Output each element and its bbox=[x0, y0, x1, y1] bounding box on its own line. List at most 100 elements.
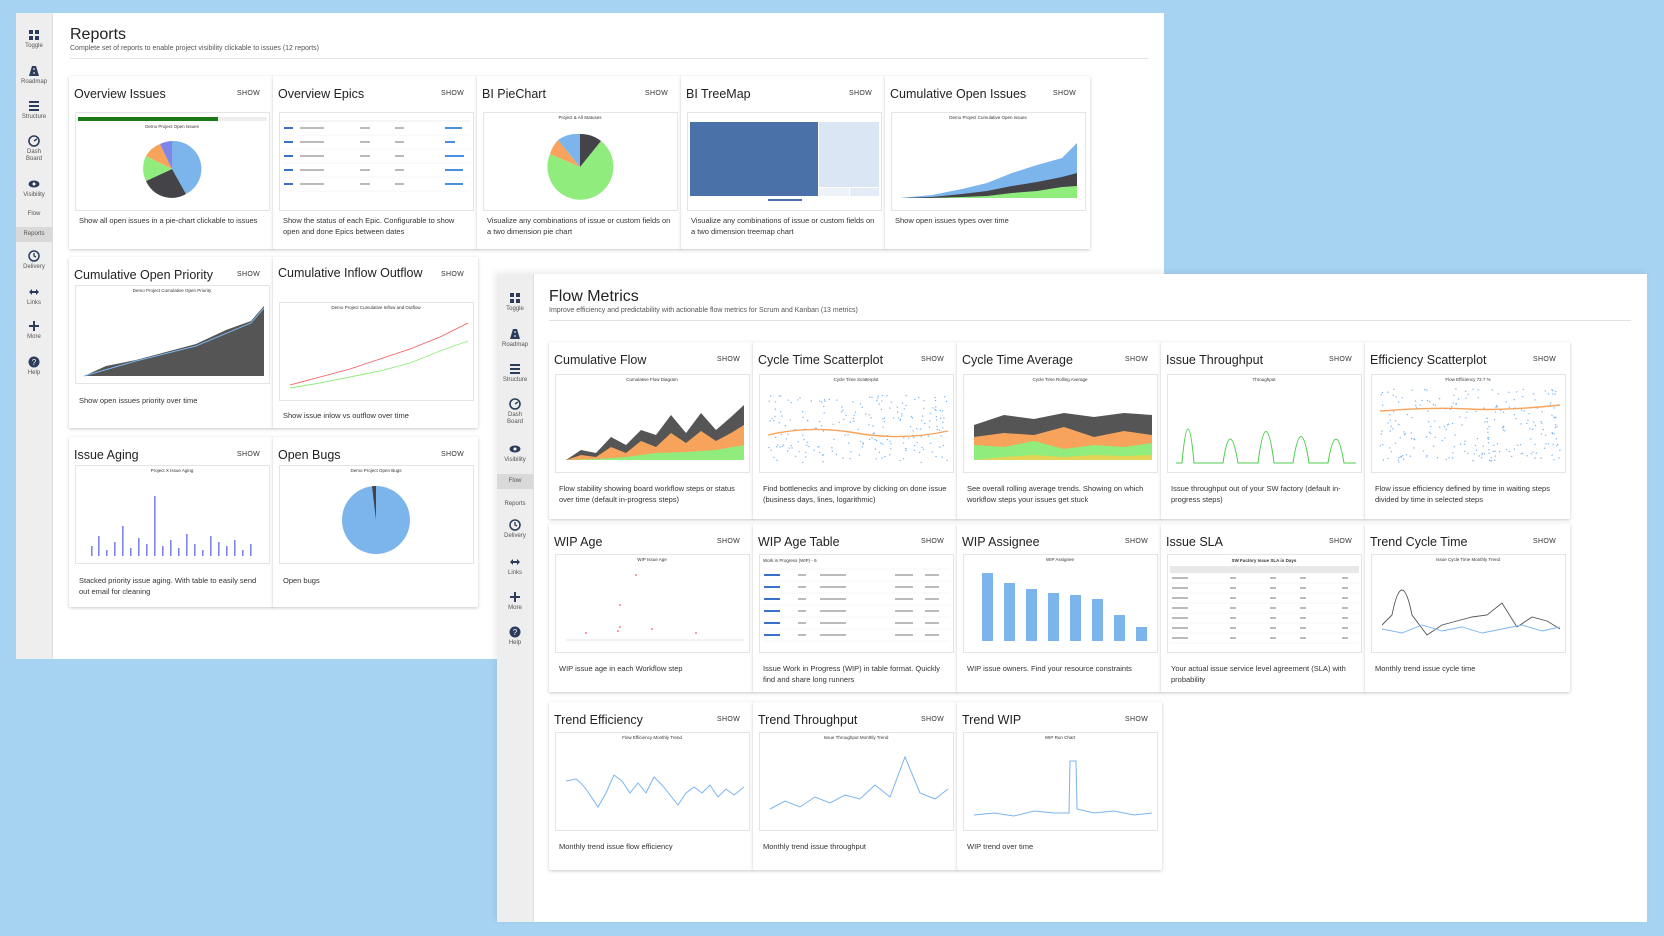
show-button[interactable]: SHOW bbox=[441, 271, 464, 278]
scatter-point bbox=[1521, 409, 1523, 411]
scatter-point bbox=[1502, 411, 1505, 413]
show-button[interactable]: SHOW bbox=[717, 356, 740, 363]
scatter-point bbox=[1529, 428, 1531, 430]
show-button[interactable]: SHOW bbox=[1125, 716, 1148, 723]
sidebar-item-delivery[interactable]: Delivery bbox=[497, 519, 533, 540]
sidebar-item-dashboard[interactable]: Dash Board bbox=[16, 135, 52, 163]
scatter-point bbox=[1381, 430, 1383, 432]
scatter-point bbox=[1523, 410, 1525, 412]
card-title: Overview Issues bbox=[74, 87, 166, 101]
card-wip-age[interactable]: WIP Age SHOW WIP Issue Age WIP issue age… bbox=[549, 524, 754, 692]
sidebar-item-help[interactable]: ? Help bbox=[16, 356, 52, 377]
scatter-point bbox=[1403, 458, 1405, 460]
scatter-point bbox=[1382, 459, 1385, 461]
sidebar-item-visibility[interactable]: Visibility bbox=[497, 443, 533, 464]
show-button[interactable]: SHOW bbox=[237, 90, 260, 97]
scatter-point bbox=[1484, 421, 1486, 423]
show-button[interactable]: SHOW bbox=[1125, 356, 1148, 363]
scatter-point bbox=[1400, 456, 1403, 458]
sidebar-label: Toggle bbox=[25, 43, 43, 49]
show-button[interactable]: SHOW bbox=[921, 716, 944, 723]
scatter-point bbox=[785, 438, 788, 440]
scatter-point bbox=[903, 408, 905, 410]
sidebar-item-more[interactable]: More bbox=[16, 320, 52, 341]
card-overview-epics[interactable]: Overview Epics SHOW bbox=[273, 76, 478, 249]
scatter-point bbox=[1531, 428, 1534, 430]
scatter-point bbox=[909, 426, 912, 428]
sidebar-item-reports[interactable]: Reports bbox=[497, 499, 533, 510]
card-cycle-time-scatterplot[interactable]: Cycle Time Scatterplot SHOW Cycle Time S… bbox=[753, 342, 958, 519]
show-button[interactable]: SHOW bbox=[849, 90, 872, 97]
card-trend-cycle-time[interactable]: Trend Cycle Time SHOW Issue Cycle Time M… bbox=[1365, 524, 1570, 692]
sidebar-item-structure[interactable]: Structure bbox=[16, 100, 52, 121]
card-trend-efficiency[interactable]: Trend Efficiency SHOW Flow Efficiency Mo… bbox=[549, 702, 754, 870]
card-cumulative-flow[interactable]: Cumulative Flow SHOW Cumulative Flow Dia… bbox=[549, 342, 754, 519]
scatter-point bbox=[1497, 393, 1499, 395]
sidebar-item-dashboard[interactable]: Dash Board bbox=[497, 398, 533, 426]
show-button[interactable]: SHOW bbox=[441, 451, 464, 458]
sidebar-item-reports[interactable]: Reports bbox=[16, 227, 52, 242]
scatter-point bbox=[1553, 416, 1555, 418]
sidebar-item-more[interactable]: More bbox=[497, 591, 533, 612]
card-bi-piechart[interactable]: BI PieChart SHOW Project & All Statuses … bbox=[477, 76, 682, 249]
sidebar-item-flow[interactable]: Flow bbox=[497, 474, 533, 489]
show-button[interactable]: SHOW bbox=[921, 538, 944, 545]
card-issue-aging[interactable]: Issue Aging SHOW Project X Issue Aging S… bbox=[69, 437, 274, 607]
card-overview-issues[interactable]: Overview Issues SHOW Demo Project Open I… bbox=[69, 76, 274, 249]
sidebar-item-toggle[interactable]: Toggle bbox=[497, 292, 533, 313]
show-button[interactable]: SHOW bbox=[1053, 90, 1076, 97]
scatter-point bbox=[936, 428, 938, 431]
sidebar-item-roadmap[interactable]: Roadmap bbox=[497, 328, 533, 349]
scatter-point bbox=[1490, 457, 1493, 459]
sidebar-item-roadmap[interactable]: Roadmap bbox=[16, 65, 52, 86]
sidebar-item-links[interactable]: Links bbox=[16, 286, 52, 307]
card-open-bugs[interactable]: Open Bugs SHOW Demo Project Open Bugs Op… bbox=[273, 437, 478, 607]
card-cumulative-open-issues[interactable]: Cumulative Open Issues SHOW Demo Project… bbox=[885, 76, 1090, 249]
scatter-point bbox=[1432, 445, 1435, 447]
scatter-point bbox=[843, 418, 845, 421]
card-issue-throughput[interactable]: Issue Throughput SHOW Throughput Issue t… bbox=[1161, 342, 1366, 519]
scatter-point bbox=[1482, 445, 1484, 447]
show-button[interactable]: SHOW bbox=[1533, 356, 1556, 363]
sidebar-label: More bbox=[27, 334, 41, 340]
show-button[interactable]: SHOW bbox=[921, 356, 944, 363]
card-trend-wip[interactable]: Trend WIP SHOW WIP Run Chart WIP trend o… bbox=[957, 702, 1162, 870]
show-button[interactable]: SHOW bbox=[717, 716, 740, 723]
card-bi-treemap[interactable]: BI TreeMap SHOW Visualize any combinatio… bbox=[681, 76, 886, 249]
card-trend-throughput[interactable]: Trend Throughput SHOW Issue Throughput M… bbox=[753, 702, 958, 870]
sidebar-item-toggle[interactable]: Toggle bbox=[16, 29, 52, 50]
card-description: Your actual issue service level agreemen… bbox=[1171, 664, 1346, 684]
card-description: Show open issues priority over time bbox=[79, 396, 198, 405]
card-cycle-time-average[interactable]: Cycle Time Average SHOW Cycle Time Rolli… bbox=[957, 342, 1162, 519]
card-issue-sla[interactable]: Issue SLA SHOW SW Factory Issue SLA in D… bbox=[1161, 524, 1366, 692]
card-wip-assignee[interactable]: WIP Assignee SHOW WIP Assignee WIP issue… bbox=[957, 524, 1162, 692]
show-button[interactable]: SHOW bbox=[1533, 538, 1556, 545]
scatter-point bbox=[919, 428, 922, 430]
sidebar-item-help[interactable]: ? Help bbox=[497, 626, 533, 647]
show-button[interactable]: SHOW bbox=[1125, 538, 1148, 545]
show-button[interactable]: SHOW bbox=[1329, 538, 1352, 545]
show-button[interactable]: SHOW bbox=[717, 538, 740, 545]
list-icon bbox=[29, 101, 39, 111]
sidebar-item-structure[interactable]: Structure bbox=[497, 363, 533, 384]
scatter-point bbox=[852, 401, 854, 403]
scatter-point bbox=[1480, 457, 1483, 459]
show-button[interactable]: SHOW bbox=[237, 451, 260, 458]
sidebar-item-flow[interactable]: Flow bbox=[16, 209, 52, 220]
card-cumulative-inflow-outflow[interactable]: Cumulative Inflow Outflow SHOW Demo Proj… bbox=[273, 257, 478, 428]
show-button[interactable]: SHOW bbox=[645, 90, 668, 97]
scatter-point bbox=[861, 446, 864, 448]
scatter-point bbox=[1551, 432, 1553, 434]
scatter-point bbox=[845, 414, 847, 417]
sidebar-item-links[interactable]: Links bbox=[497, 556, 533, 577]
scatter-point bbox=[1555, 438, 1557, 440]
scatter-point bbox=[939, 446, 941, 448]
show-button[interactable]: SHOW bbox=[1329, 356, 1352, 363]
sidebar-item-delivery[interactable]: Delivery bbox=[16, 250, 52, 271]
sidebar-item-visibility[interactable]: Visibility bbox=[16, 178, 52, 199]
card-cumulative-open-priority[interactable]: Cumulative Open Priority SHOW Demo Proje… bbox=[69, 257, 274, 428]
show-button[interactable]: SHOW bbox=[237, 271, 260, 278]
card-efficiency-scatterplot[interactable]: Efficiency Scatterplot SHOW Flow Efficie… bbox=[1365, 342, 1570, 519]
card-wip-age-table[interactable]: WIP Age Table SHOW Work in Progress (WIP… bbox=[753, 524, 958, 692]
show-button[interactable]: SHOW bbox=[441, 90, 464, 97]
